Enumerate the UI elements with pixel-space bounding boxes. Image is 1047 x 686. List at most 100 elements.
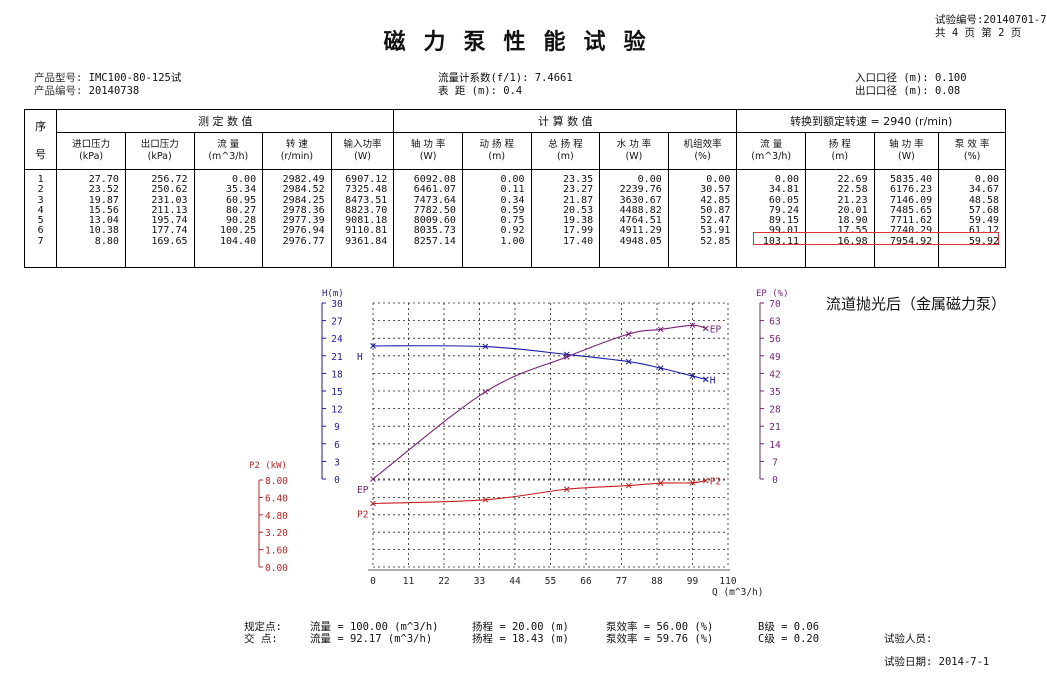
table-cell: 4488.82 (619, 204, 662, 216)
spec-grade: B级 = 0.06 (758, 621, 820, 633)
col-header-name: 进口压力 (72, 138, 111, 150)
table-cell: 17.99 (563, 225, 594, 237)
h-tick-label: 6 (334, 440, 340, 451)
col-header-unit: (W) (625, 150, 643, 162)
table-cell: 35.34 (226, 184, 257, 196)
ep-tick-label: 7 (772, 457, 778, 468)
x-tick-label: 33 (474, 576, 485, 587)
table-cell: 7711.62 (890, 215, 933, 227)
col-header-unit: (W) (897, 150, 915, 162)
product-model: 产品型号: IMC100-80-125试 (34, 72, 181, 85)
table-cell: 211.13 (151, 204, 188, 216)
series-point-ep (370, 476, 376, 482)
table-cell: 3630.67 (619, 194, 662, 206)
ep-tick-label: 42 (769, 369, 780, 380)
col-values: 0.00 30.57 42.85 50.87 52.47 53.91 52.85 (667, 169, 738, 268)
test-date: 试验日期: 2014-7-1 (884, 654, 989, 669)
table-cell: 42.85 (700, 194, 731, 206)
table-cell: 13.04 (88, 215, 119, 227)
series-point-h (563, 351, 570, 358)
performance-table: 序号 测 定 数 值 计 算 数 值 转换到额定转速 = 2940 (r/min… (23, 109, 1006, 268)
table-cell: 23.27 (563, 184, 594, 196)
table-cell: 6092.08 (413, 174, 456, 185)
h-tick-label: 15 (331, 387, 342, 398)
table-cell: 4764.51 (619, 215, 662, 227)
inlet-diameter-value: 0.100 (934, 72, 967, 84)
test-date-label: 试验日期: (884, 656, 933, 668)
gauge-distance-value: 0.4 (503, 85, 523, 97)
p2-tick-label: 8.00 (265, 476, 288, 487)
spec-flow: 流量 = 100.00 (m^3/h) (310, 621, 439, 633)
table-cell: 17.40 (563, 235, 594, 247)
flow-coefficient-label: 流量计系数(f/1): (438, 72, 529, 84)
table-cell: 2 (37, 184, 44, 196)
col-header-unit: (%) (963, 150, 981, 162)
col-values: 6907.12 7325.48 8473.51 8823.70 9081.18 9110.… (330, 169, 395, 268)
series-point-p2 (370, 500, 376, 507)
h-tick-label: 30 (331, 299, 343, 310)
table-cell: 9361.84 (345, 235, 388, 247)
h-tick-label: 24 (331, 334, 343, 345)
test-date-value: 2014-7-1 (938, 656, 990, 668)
col-header-name: 水 功 率 (616, 138, 652, 150)
group-measured: 测 定 数 值 (56, 109, 395, 133)
col-values: 2982.49 2984.52 2984.25 2978.36 2977.39 2976.… (262, 169, 332, 268)
table-cell: 169.65 (151, 235, 188, 247)
table-cell: 60.95 (226, 194, 257, 206)
table-cell: 2978.36 (282, 204, 325, 216)
x-tick-label: 77 (616, 576, 627, 587)
col-values: 0.00 34.81 60.05 79.24 89.15 99.01 103.11 (736, 169, 806, 268)
col-header: 水 功 率 (W) (599, 131, 669, 170)
spec-head: 扬程 = 20.00 (m) (472, 621, 569, 633)
table-cell: 5 (37, 215, 44, 227)
col-values: 0.00 35.34 60.95 80.27 90.28 100.25 104.40 (193, 169, 264, 268)
x-tick-label: 99 (687, 576, 699, 587)
col-header-name: 轴 功 率 (889, 138, 924, 150)
col-header: 输入功率 (W) (330, 131, 395, 170)
table-cell: 90.28 (226, 215, 257, 227)
col-values: 0.00 2239.76 3630.67 4488.82 4764.51 4911.29 4… (599, 169, 669, 268)
ep-tick-label: 35 (769, 387, 780, 398)
col-values: 22.69 22.58 21.23 20.01 18.90 17.55 16.98 (805, 169, 875, 268)
table-cell: 23.52 (88, 184, 119, 196)
col-header-name: 动 扬 程 (479, 138, 514, 150)
table-cell: 0.00 (774, 174, 799, 185)
col-values: 6092.08 6461.07 7473.64 7782.50 8009.60 8035.… (393, 169, 463, 268)
cross-efficiency: 泵效率 = 59.76 (%) (606, 633, 714, 645)
table-cell: 0.00 (706, 174, 731, 185)
table-cell: 3 (37, 194, 44, 206)
p2-tick-label: 1.60 (265, 546, 288, 557)
series-point-ep (689, 322, 696, 329)
h-tick-label: 21 (331, 352, 343, 363)
col-header-name: 出口压力 (140, 138, 179, 150)
series-point-p2 (482, 496, 489, 503)
series-line-ep (372, 324, 706, 480)
table-cell: 0.00 (232, 174, 257, 185)
table-cell: 6176.23 (890, 184, 933, 196)
col-header-name: 转 速 (285, 138, 308, 150)
table-cell: 103.11 (762, 235, 799, 247)
series-point-ep (625, 331, 632, 337)
page-title: 磁力泵性能试验 (383, 30, 664, 55)
table-cell: 0.00 (500, 174, 525, 185)
col-header-name: 输入功率 (343, 138, 382, 150)
p2-axis-label: P2 (kW) (249, 461, 287, 471)
table-cell: 5835.40 (890, 174, 933, 185)
x-axis-label: Q (m^3/h) (712, 587, 763, 598)
cross-head: 扬程 = 18.43 (m) (472, 633, 569, 645)
ep-tick-label: 0 (772, 475, 778, 486)
flow-coefficient-value: 7.4661 (534, 72, 573, 84)
table-cell: 0.00 (974, 174, 999, 185)
ep-tick-label: 70 (769, 299, 781, 310)
series-point-h (625, 358, 632, 365)
h-axis-label: H(m) (322, 289, 344, 299)
table-cell: 1.00 (500, 235, 525, 247)
flow-coefficient: 流量计系数(f/1): 7.4661 (438, 72, 573, 85)
table-cell: 48.58 (968, 194, 999, 206)
ep-tick-label: 63 (769, 317, 780, 328)
col-header: 扬 程 (m) (805, 131, 875, 170)
col-header-unit: (m^3/h) (208, 150, 249, 162)
col-header: 流 量 (m^3/h) (736, 131, 806, 170)
col-header-unit: (kPa) (147, 150, 172, 162)
